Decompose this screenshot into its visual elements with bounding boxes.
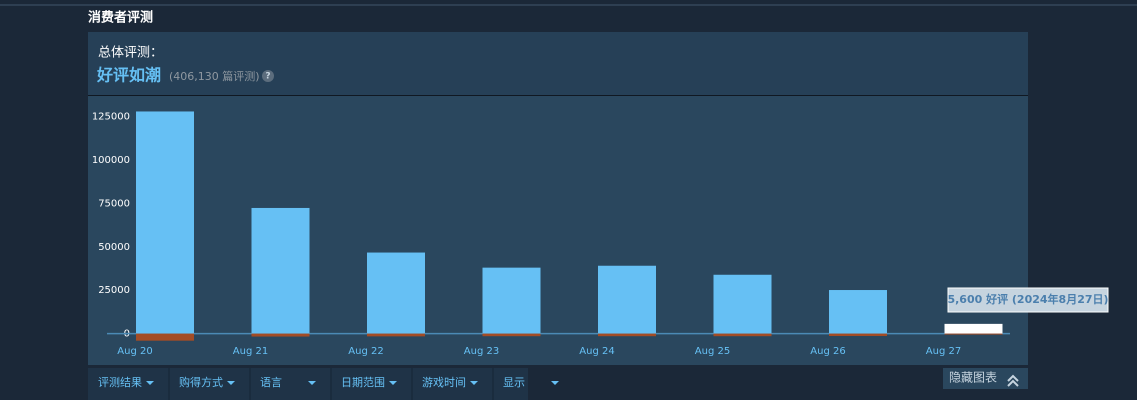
bar[interactable]: [829, 290, 887, 334]
bar[interactable]: [251, 333, 310, 337]
dropdown-arrow[interactable]: [308, 381, 316, 385]
bar[interactable]: [482, 267, 541, 334]
dropdown-arrow[interactable]: [227, 381, 235, 385]
bar[interactable]: [482, 333, 541, 337]
x-tick-label: Aug 24: [579, 346, 614, 357]
x-tick-label: Aug 20: [117, 346, 152, 357]
dropdown-arrow[interactable]: [551, 381, 559, 385]
bar[interactable]: [251, 207, 310, 334]
bar[interactable]: [944, 333, 1003, 335]
filters: 评测结果 购得方式 语言 日期范围 游戏时间 显示: [98, 368, 559, 400]
x-tick-label: Aug 27: [926, 346, 961, 357]
review-count: (406,130 篇评测): [169, 69, 260, 83]
y-tick-label: 75000: [98, 198, 130, 209]
filter-label[interactable]: 游戏时间: [422, 376, 466, 389]
bar[interactable]: [367, 252, 425, 334]
bar[interactable]: [829, 333, 887, 337]
bar[interactable]: [944, 323, 1003, 334]
summary-label: 总体评测：: [98, 46, 163, 61]
rating[interactable]: 好评如潮: [96, 66, 161, 85]
filter-label[interactable]: 显示: [503, 376, 525, 389]
filter-label[interactable]: 购得方式: [179, 375, 223, 389]
x-tick-label: Aug 26: [810, 346, 845, 357]
bar[interactable]: [598, 265, 656, 334]
x-tick-label: Aug 21: [233, 346, 268, 357]
summary-box: [88, 32, 1028, 95]
bar[interactable]: [136, 333, 194, 341]
bar[interactable]: [713, 333, 772, 337]
y-tick-label: 25000: [98, 285, 130, 296]
bar[interactable]: [136, 111, 194, 334]
hide-button-label[interactable]: 隐藏图表: [949, 371, 997, 385]
collapse-icon[interactable]: [1007, 374, 1019, 387]
tooltip-box: [947, 287, 1109, 313]
x-tick-label: Aug 22: [348, 346, 383, 357]
y-tick-label: 125000: [92, 112, 130, 123]
help-icon[interactable]: [262, 70, 274, 82]
y-tick-label: 100000: [92, 155, 130, 166]
dropdown-arrow[interactable]: [389, 381, 397, 385]
dropdown-arrow[interactable]: [146, 381, 154, 385]
filter-bar: [88, 368, 528, 400]
filter-label[interactable]: 日期范围: [341, 375, 385, 389]
bar[interactable]: [598, 333, 656, 337]
tooltip: 5,600 好评 (2024年8月27日): [947, 292, 1108, 306]
help-text[interactable]: ?: [265, 72, 270, 82]
bar[interactable]: [367, 333, 425, 337]
y-tick-label: 50000: [98, 242, 130, 253]
hide-button[interactable]: [943, 368, 1028, 389]
section-title: 消费者评测: [88, 10, 153, 26]
x-tick-label: Aug 23: [464, 346, 499, 357]
bar[interactable]: [713, 274, 772, 334]
filter-label[interactable]: 语言: [260, 376, 282, 389]
dropdown-arrow[interactable]: [470, 381, 478, 385]
x-tick-label: Aug 25: [695, 346, 730, 357]
filter-label[interactable]: 评测结果: [98, 376, 142, 389]
